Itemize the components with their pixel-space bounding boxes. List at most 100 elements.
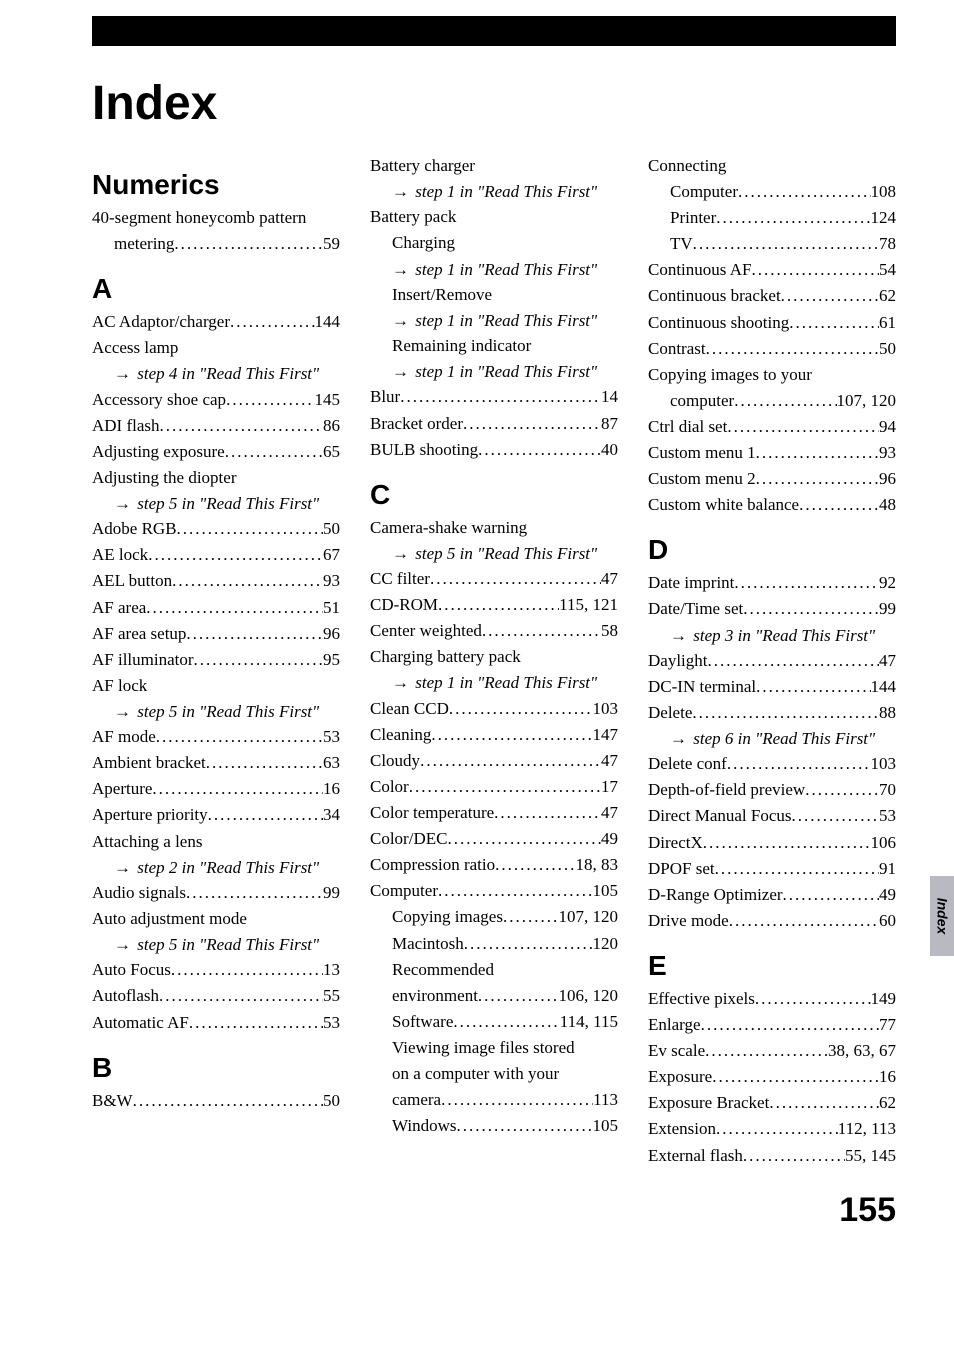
entry-page: 47 [879, 650, 896, 672]
entry-page: 78 [879, 233, 896, 255]
leader-dots [712, 1066, 879, 1088]
entry-page: 99 [323, 882, 340, 904]
entry-page: 48 [879, 494, 896, 516]
entry-label: Date imprint [648, 572, 734, 594]
xref-text: step 5 in "Read This First" [137, 935, 319, 954]
idx-continuous-shooting: Continuous shooting61 [648, 312, 896, 334]
idx-ac-adaptor: AC Adaptor/charger144 [92, 311, 340, 333]
entry-label: Ev scale [648, 1040, 705, 1062]
leader-dots [174, 233, 323, 255]
entry-label: Audio signals [92, 882, 186, 904]
entry-label: Copying images [392, 906, 503, 928]
leader-dots [400, 386, 601, 408]
entry-page: 62 [879, 1092, 896, 1114]
leader-dots [503, 906, 559, 928]
idx-af-lock: AF lock [92, 675, 340, 697]
leader-dots [186, 623, 323, 645]
leader-dots [206, 752, 323, 774]
idx-extension: Extension112, 113 [648, 1118, 896, 1140]
leader-dots [152, 778, 323, 800]
arrow-icon: → [392, 362, 409, 381]
entry-page: 60 [879, 910, 896, 932]
entry-label: Aperture priority [92, 804, 208, 826]
entry-label: Direct Manual Focus [648, 805, 792, 827]
xref-step5: → step 5 in "Read This First" [92, 934, 340, 955]
entry-page: 58 [601, 620, 618, 642]
xref-text: step 4 in "Read This First" [137, 364, 319, 383]
arrow-icon: → [392, 182, 409, 201]
xref-step4: → step 4 in "Read This First" [92, 363, 340, 384]
idx-attaching-lens: Attaching a lens [92, 831, 340, 853]
idx-windows: Windows105 [370, 1115, 618, 1137]
leader-dots [789, 312, 879, 334]
entry-label: DC-IN terminal [648, 676, 756, 698]
xref-step5: → step 5 in "Read This First" [92, 701, 340, 722]
leader-dots [751, 259, 879, 281]
entry-label: AF area [92, 597, 146, 619]
arrow-icon: → [670, 729, 687, 748]
xref-text: step 1 in "Read This First" [415, 362, 597, 381]
idx-connecting-computer: Computer108 [648, 181, 896, 203]
entry-label: Auto Focus [92, 959, 171, 981]
entry-page: 70 [879, 779, 896, 801]
leader-dots [438, 880, 593, 902]
leader-dots [208, 804, 323, 826]
arrow-icon: → [114, 494, 131, 513]
idx-exposure: Exposure16 [648, 1066, 896, 1088]
xref-step1: → step 1 in "Read This First" [370, 181, 618, 202]
idx-auto-focus: Auto Focus 13 [92, 959, 340, 981]
entry-page: 144 [871, 676, 897, 698]
entry-label: Blur [370, 386, 400, 408]
idx-copying-computer: computer107, 120 [648, 390, 896, 412]
idx-metering: metering59 [92, 233, 340, 255]
leader-dots [693, 233, 879, 255]
page-number: 155 [92, 1191, 896, 1230]
idx-continuous-af: Continuous AF54 [648, 259, 896, 281]
entry-label: Continuous shooting [648, 312, 789, 334]
entry-page: 55 [323, 985, 340, 1007]
entry-label: AF illuminator [92, 649, 194, 671]
xref-text: step 6 in "Read This First" [693, 729, 875, 748]
entry-label: Daylight [648, 650, 708, 672]
idx-auto-adjustment-mode: Auto adjustment mode [92, 908, 340, 930]
entry-label: Exposure Bracket [648, 1092, 769, 1114]
idx-dpof-set: DPOF set91 [648, 858, 896, 880]
entry-page: 95 [323, 649, 340, 671]
idx-color-dec: Color/DEC49 [370, 828, 618, 850]
entry-page: 91 [879, 858, 896, 880]
entry-label: Cleaning [370, 724, 431, 746]
xref-text: step 1 in "Read This First" [415, 182, 597, 201]
idx-bw: B&W50 [92, 1090, 340, 1112]
columns: Numerics 40-segment honeycomb pattern me… [92, 151, 896, 1171]
entry-label: Delete [648, 702, 692, 724]
idx-custom-menu-2: Custom menu 296 [648, 468, 896, 490]
idx-ctrl-dial: Ctrl dial set94 [648, 416, 896, 438]
index-title: Index [92, 76, 896, 131]
entry-page: 13 [323, 959, 340, 981]
idx-drive-mode: Drive mode60 [648, 910, 896, 932]
entry-label: Extension [648, 1118, 716, 1140]
entry-label: D-Range Optimizer [648, 884, 783, 906]
entry-label: AEL button [92, 570, 172, 592]
entry-page: 120 [593, 933, 619, 955]
entry-page: 107, 120 [837, 390, 897, 412]
entry-label: Software [392, 1011, 453, 1033]
entry-label: Adobe RGB [92, 518, 177, 540]
entry-label: Enlarge [648, 1014, 701, 1036]
idx-battery-charger: Battery charger [370, 155, 618, 177]
entry-page: 34 [323, 804, 340, 826]
leader-dots [805, 779, 879, 801]
idx-autoflash: Autoflash55 [92, 985, 340, 1007]
leader-dots [734, 572, 879, 594]
entry-page: 115, 121 [559, 594, 618, 616]
entry-label: AC Adaptor/charger [92, 311, 230, 333]
entry-label: BULB shooting [370, 439, 478, 461]
leader-dots [756, 442, 879, 464]
entry-page: 92 [879, 572, 896, 594]
entry-page: 96 [879, 468, 896, 490]
idx-daylight: Daylight 47 [648, 650, 896, 672]
leader-dots [447, 828, 601, 850]
entry-page: 67 [323, 544, 340, 566]
idx-af-area: AF area51 [92, 597, 340, 619]
idx-access-lamp: Access lamp [92, 337, 340, 359]
